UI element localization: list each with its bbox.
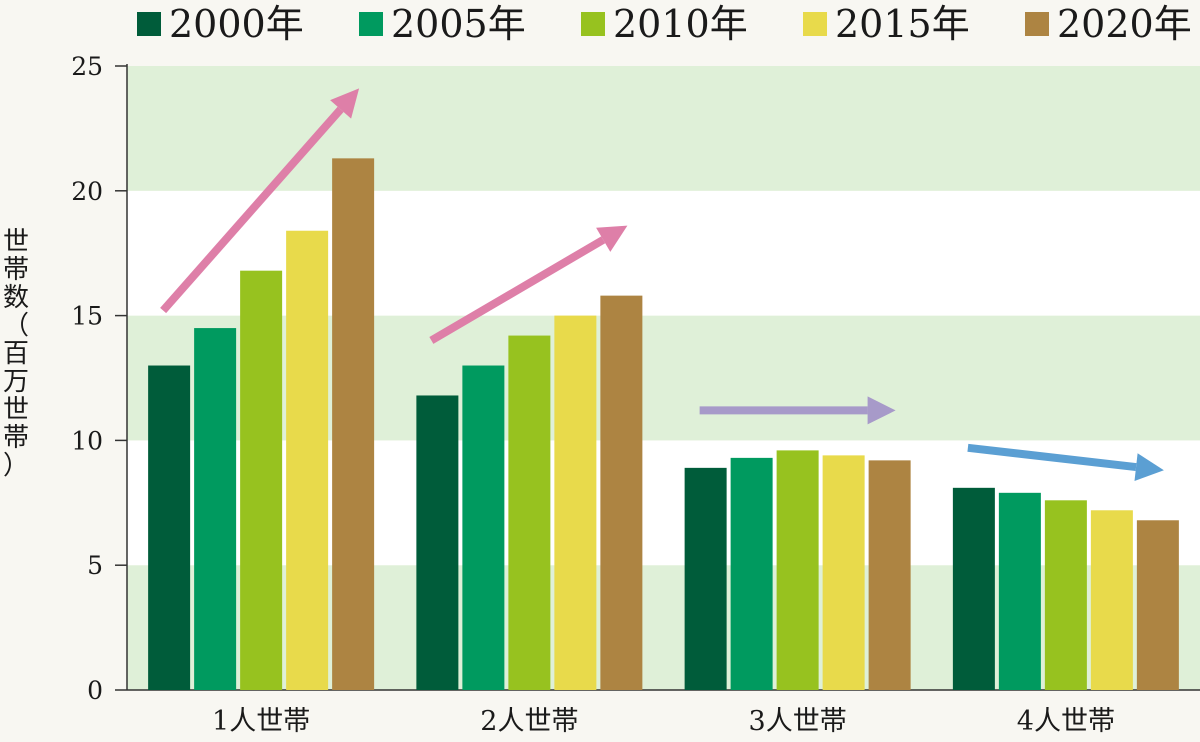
trend-arrow-head [596,225,628,252]
y-tick-label: 10 [71,426,103,455]
y-axis-title-char: 帯 [3,423,29,453]
bar-2-3 [508,335,551,690]
bar-1-4 [286,230,329,690]
legend-swatch [803,12,827,36]
y-axis-title-char: 数 [3,283,29,313]
trend-arrow-head [867,396,896,425]
bar-3-1 [684,467,727,690]
bar-4-4 [1090,510,1133,690]
bar-1-2 [194,328,237,690]
legend-swatch [137,12,161,36]
y-tick-label: 0 [87,676,103,705]
legend-swatch [1025,12,1049,36]
y-axis-title-char: 百 [3,339,29,369]
y-axis-title-char: 帯 [3,255,29,285]
bar-1-3 [240,270,283,690]
y-axis-title-char: 万 [3,367,29,397]
y-axis-title-char: ） [3,451,29,481]
bar-3-2 [730,457,773,690]
bar-3-5 [868,460,911,690]
legend-swatch [359,12,383,36]
bar-4-3 [1044,500,1087,690]
y-axis-title: 世帯数（百万世帯） [3,227,29,481]
bar-1-1 [148,365,191,690]
y-tick-label: 5 [87,551,103,580]
y-tick-label: 15 [71,302,103,331]
y-axis-title-char: 世 [3,227,29,257]
bar-4-1 [952,487,995,690]
bar-4-2 [998,492,1041,690]
legend-label: 2015年 [835,2,970,46]
grid-band [127,66,1200,191]
bar-3-4 [822,455,865,690]
trend-arrow-head [330,88,360,119]
bar-2-2 [462,365,505,690]
x-tick-label: 4人世帯 [1017,706,1115,737]
trend-arrow-head [1134,453,1164,481]
bar-1-5 [332,158,375,691]
legend-label: 2000年 [169,2,304,46]
legend-label: 2020年 [1057,2,1192,46]
bar-4-5 [1136,520,1179,690]
legend-label: 2010年 [613,2,748,46]
x-tick-label: 1人世帯 [212,706,310,737]
y-tick-label: 20 [71,177,103,206]
legend: 2000年 2005年 2010年 2015年 2020年 [137,2,1192,46]
bar-3-3 [776,450,819,690]
bars [148,158,1179,691]
trend-arrow-line [160,106,344,314]
bar-2-5 [600,295,643,690]
bar-2-4 [554,315,597,690]
y-tick-label: 25 [71,52,103,81]
bar-2-1 [416,395,459,690]
trend-arrow-line [967,443,1137,472]
y-axis-title-char: 世 [3,395,29,425]
legend-swatch [581,12,605,36]
x-tick-label: 2人世帯 [480,706,578,737]
y-axis-title-char: （ [3,311,29,341]
legend-label: 2005年 [391,2,526,46]
x-axis-labels: 1人世帯 2人世帯 3人世帯 4人世帯 [212,706,1115,737]
trend-arrows [160,88,1164,481]
x-tick-label: 3人世帯 [749,706,847,737]
trend-arrow-line [429,236,606,344]
